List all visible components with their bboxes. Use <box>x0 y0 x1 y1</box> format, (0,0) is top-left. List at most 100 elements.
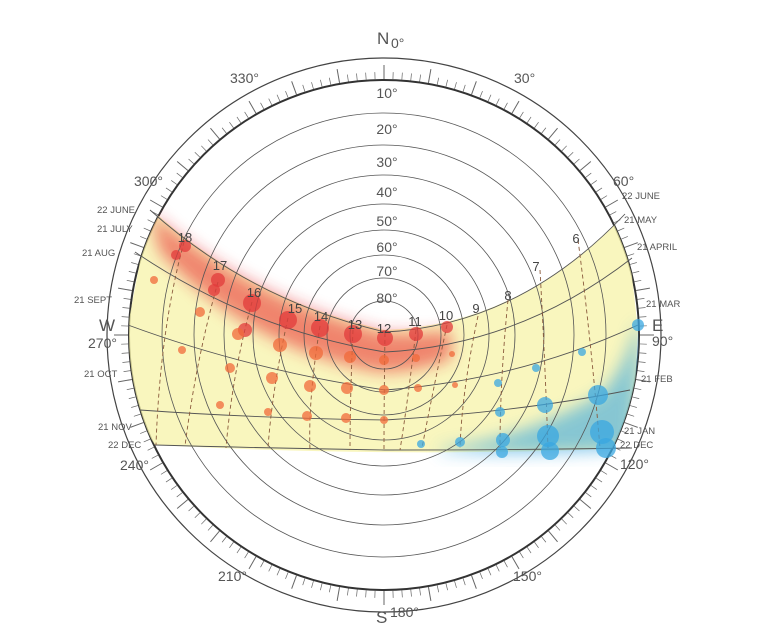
sun-position-dot <box>264 408 272 416</box>
azimuth-tick <box>471 575 477 589</box>
date-label-east-may: 21 MAY <box>624 215 658 226</box>
altitude-ring <box>223 174 545 496</box>
azimuth-tick <box>133 413 141 417</box>
azimuth-tick <box>236 116 242 123</box>
azimuth-tick <box>637 370 645 372</box>
azimuth-tick <box>336 69 341 83</box>
azimuth-tick <box>511 556 520 570</box>
east-label: E <box>652 316 663 335</box>
azimuth-tick <box>511 100 520 114</box>
month-arc <box>134 251 633 353</box>
hour-line <box>225 301 253 449</box>
month-arc <box>154 444 633 451</box>
azimuth-tick <box>487 568 492 576</box>
sun-position-dot <box>232 328 244 340</box>
azimuth-tick <box>548 127 558 140</box>
hour-line <box>383 332 386 451</box>
azimuth-label-30: 30° <box>514 70 535 86</box>
azimuth-tick <box>143 227 151 232</box>
sun-position-dot <box>309 346 323 360</box>
hour-line <box>309 325 321 451</box>
azimuth-tick <box>149 199 163 208</box>
sun-position-dot <box>537 397 553 413</box>
azimuth-tick <box>356 73 358 81</box>
azimuth-tick <box>285 572 289 579</box>
azimuth-tick <box>248 100 257 114</box>
azimuth-tick <box>629 262 637 265</box>
sun-position-dot <box>380 416 388 424</box>
azimuth-tick <box>347 588 349 596</box>
hour-label-10: 10 <box>439 308 453 323</box>
sun-position-dot <box>495 407 505 417</box>
azimuth-tick <box>634 279 642 283</box>
azimuth-tick <box>244 111 249 119</box>
azimuth-tick <box>579 499 592 509</box>
azimuth-tick <box>600 470 608 475</box>
azimuth-tick <box>176 161 189 171</box>
altitude-label-80: 80° <box>376 290 397 306</box>
azimuth-tick <box>131 262 139 265</box>
hour-label-9: 9 <box>472 301 479 316</box>
sun-position-dot <box>304 380 316 392</box>
date-label-west-oct: 21 OCT <box>84 369 117 380</box>
azimuth-tick <box>291 575 297 589</box>
sun-position-dot <box>578 348 586 356</box>
altitude-ring <box>161 112 607 558</box>
azimuth-tick <box>328 585 332 593</box>
azimuth-tick <box>229 541 234 548</box>
hour-line <box>499 299 509 449</box>
hour-line <box>184 281 219 447</box>
hour-line <box>459 315 479 449</box>
altitude-label-30: 30° <box>376 154 397 170</box>
azimuth-tick <box>579 161 592 171</box>
altitude-label-40: 40° <box>376 184 397 200</box>
azimuth-tick <box>534 541 539 548</box>
azimuth-tick <box>320 79 323 87</box>
azimuth-tick <box>328 77 332 85</box>
azimuth-tick <box>410 589 412 597</box>
date-label-east-dec: 22 DEC <box>620 440 653 451</box>
sun-position-dot <box>417 440 425 448</box>
azimuth-tick <box>311 580 314 588</box>
sun-position-dot <box>414 384 422 392</box>
azimuth-tick <box>534 122 539 129</box>
sun-position-dot <box>211 273 225 287</box>
hour-label-11: 11 <box>408 314 422 329</box>
azimuth-tick <box>188 158 194 164</box>
sun-position-dot <box>412 354 420 362</box>
date-label-west-sept: 21 SEPT <box>74 295 112 306</box>
sun-position-dot <box>590 420 614 444</box>
azimuth-tick <box>555 139 561 145</box>
azimuth-tick <box>188 506 194 512</box>
sun-position-dot <box>496 446 508 458</box>
sun-position-dot <box>273 338 287 352</box>
south-label: S <box>376 608 387 627</box>
azimuth-tick <box>436 585 440 593</box>
azimuth-tick <box>347 74 349 82</box>
sun-position-dot <box>541 442 559 460</box>
azimuth-tick <box>487 94 492 102</box>
azimuth-label-0: 0° <box>391 35 404 51</box>
sun-position-dot <box>496 433 510 447</box>
azimuth-tick <box>567 512 574 518</box>
west-label: W <box>99 316 115 335</box>
azimuth-label-60: 60° <box>613 173 634 189</box>
azimuth-tick <box>636 378 650 383</box>
azimuth-tick <box>541 536 547 543</box>
azimuth-label-270: 270° <box>88 335 117 351</box>
azimuth-tick <box>128 396 136 399</box>
azimuth-tick <box>160 195 168 200</box>
azimuth-tick <box>244 551 249 559</box>
azimuth-tick <box>336 587 341 601</box>
date-label-east-mar: 21 MAR <box>646 299 680 310</box>
azimuth-tick <box>519 551 524 559</box>
azimuth-tick <box>638 361 646 363</box>
hour-label-15: 15 <box>288 301 302 316</box>
sun-position-dot <box>195 307 205 317</box>
north-label: N <box>377 29 389 48</box>
sun-position-dots <box>150 240 644 460</box>
azimuth-tick <box>605 462 619 471</box>
azimuth-label-120: 120° <box>620 456 649 472</box>
azimuth-tick <box>291 81 297 95</box>
sun-position-dot <box>455 437 465 447</box>
